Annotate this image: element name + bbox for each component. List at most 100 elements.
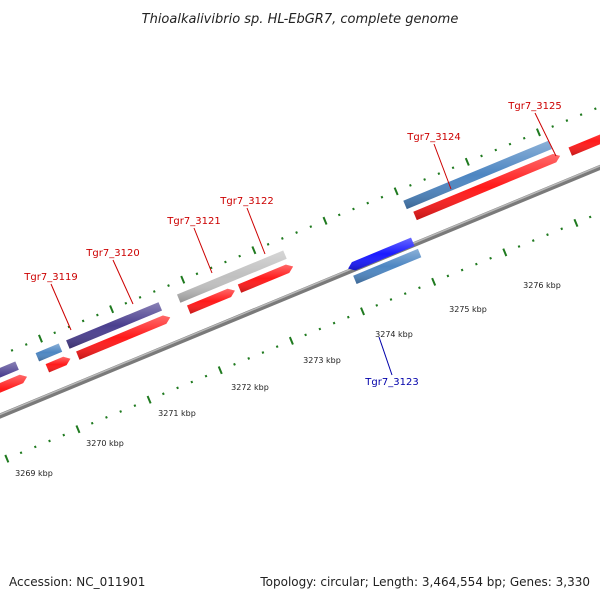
upper-tick-minor — [352, 207, 355, 211]
upper-tick-minor — [551, 125, 555, 128]
upper-tick-major — [393, 187, 399, 196]
upper-tick-minor — [10, 349, 14, 352]
leader-line-tgr7_3122 — [246, 207, 266, 255]
lower-tick-minor — [261, 351, 265, 354]
lower-tick-major — [573, 218, 579, 227]
gene-label-tgr7_3124[interactable]: Tgr7_3124 — [406, 132, 460, 143]
upper-tick-minor — [380, 195, 384, 199]
gene-label-tgr7_3122[interactable]: Tgr7_3122 — [219, 196, 273, 207]
leader-line-tgr7_3123 — [378, 336, 393, 376]
upper-tick-minor — [579, 113, 583, 117]
upper-tick-minor — [451, 166, 455, 170]
upper-tick-minor — [209, 266, 213, 270]
lower-tick-minor — [318, 327, 322, 331]
lower-tick-major — [75, 425, 81, 434]
upper-tick-minor — [195, 272, 199, 276]
kbp-label: 3274 kbp — [375, 330, 413, 339]
gene-label-tgr7_3121[interactable]: Tgr7_3121 — [166, 216, 220, 227]
upper-tick-major — [180, 275, 186, 284]
upper-tick-minor — [309, 225, 313, 229]
lower-tick-minor — [48, 439, 51, 443]
lower-tick-major — [146, 395, 152, 404]
lower-tick-minor — [304, 333, 307, 337]
lower-tick-minor — [19, 451, 23, 455]
lower-tick-major — [502, 248, 508, 257]
cds-arrow-3121-shading — [187, 288, 235, 314]
upper-tick-major — [464, 157, 470, 166]
gene-block-3120-shading — [66, 302, 162, 349]
lower-tick-minor — [176, 386, 179, 390]
lower-tick-minor — [133, 404, 137, 407]
gene-labels: Tgr7_3119 Tgr7_3120 Tgr7_3121 Tgr7_3122 Tgr7… — [23, 101, 561, 388]
upper-tick-minor — [167, 284, 170, 287]
lower-tick-minor — [403, 292, 407, 296]
upper-tick-minor — [366, 201, 370, 205]
lower-tick-minor — [33, 445, 37, 449]
upper-tick-track — [10, 107, 597, 352]
upper-tick-minor — [96, 313, 99, 317]
kbp-label: 3273 kbp — [303, 356, 341, 365]
kbp-tick-labels: 3269 kbp 3270 kbp 3271 kbp 3272 kbp 3273 kbp… — [15, 281, 561, 478]
gene-block-darkslate-left-shading — [0, 361, 19, 378]
upper-tick-major — [38, 334, 43, 343]
leader-line-tgr7_3119 — [50, 283, 72, 331]
lower-tick-minor — [418, 286, 421, 290]
lower-tick-minor — [475, 262, 478, 266]
cds-arrow-3125-shading — [568, 134, 600, 156]
lower-tick-minor — [489, 256, 492, 260]
upper-tick-major — [251, 246, 257, 255]
lower-tick-major — [217, 366, 223, 375]
cds-arrow-3120-shading — [76, 315, 171, 360]
cds-arrow-3119-shading — [45, 356, 71, 373]
upper-tick-minor — [81, 319, 85, 323]
upper-tick-minor — [337, 213, 341, 217]
kbp-label: 3269 kbp — [15, 469, 53, 478]
upper-tick-major — [322, 216, 328, 225]
upper-tick-minor — [124, 301, 128, 305]
upper-tick-minor — [565, 119, 569, 122]
lower-tick-minor — [247, 357, 251, 360]
upper-tick-minor — [494, 148, 498, 152]
upper-tick-minor — [508, 142, 512, 146]
upper-tick-minor — [224, 260, 227, 264]
lower-tick-minor — [531, 239, 535, 242]
lower-tick-minor — [275, 345, 279, 349]
map-title: Thioalkalivibrio sp. HL-EbGR7, complete … — [142, 12, 459, 27]
leader-line-tgr7_3121 — [193, 227, 213, 274]
lower-tick-minor — [389, 298, 393, 301]
lower-tick-minor — [105, 415, 108, 419]
lower-tick-minor — [119, 410, 123, 413]
cds-arrow-3122-shading — [237, 264, 294, 293]
upper-tick-major — [109, 305, 115, 314]
cds-arrow-left-shading — [0, 374, 27, 393]
gene-label-tgr7_3125[interactable]: Tgr7_3125 — [507, 101, 561, 112]
lower-tick-minor — [460, 268, 464, 272]
genome-summary-text: Topology: circular; Length: 3,464,554 bp… — [259, 575, 590, 589]
lower-tick-minor — [588, 215, 592, 219]
lower-tick-minor — [332, 321, 336, 325]
kbp-label: 3275 kbp — [449, 305, 487, 314]
leader-line-tgr7_3124 — [433, 143, 452, 190]
upper-tick-minor — [522, 136, 526, 140]
gene-label-tgr7_3119[interactable]: Tgr7_3119 — [23, 272, 77, 283]
upper-tick-major — [535, 128, 541, 137]
kbp-label: 3270 kbp — [86, 439, 124, 448]
kbp-label: 3271 kbp — [158, 409, 196, 418]
gene-label-tgr7_3123[interactable]: Tgr7_3123 — [364, 377, 418, 388]
upper-tick-minor — [295, 231, 298, 234]
accession-text: Accession: NC_011901 — [9, 575, 145, 589]
gene-label-tgr7_3120[interactable]: Tgr7_3120 — [85, 248, 139, 259]
upper-tick-minor — [594, 107, 597, 111]
upper-tick-minor — [280, 237, 284, 240]
upper-tick-minor — [67, 325, 71, 329]
upper-tick-minor — [152, 290, 156, 293]
gene-block-3124-shading — [403, 140, 552, 210]
lower-tick-minor — [346, 315, 350, 319]
lower-tick-minor — [90, 421, 94, 425]
gene-block-3119-shading — [35, 343, 63, 362]
upper-tick-minor — [138, 295, 142, 299]
lower-tick-minor — [546, 233, 549, 237]
upper-tick-minor — [409, 183, 412, 187]
upper-tick-minor — [423, 178, 426, 181]
lower-tick-minor — [204, 374, 208, 378]
